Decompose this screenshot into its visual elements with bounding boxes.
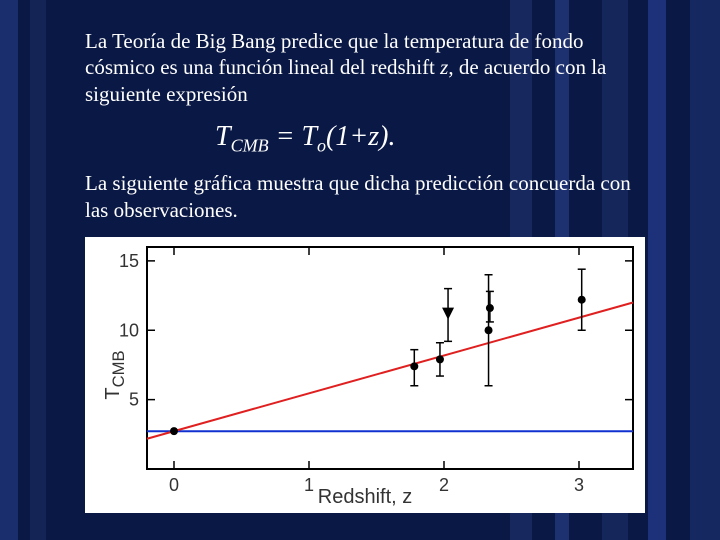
svg-text:3: 3: [574, 475, 584, 495]
svg-text:15: 15: [119, 251, 139, 271]
y-axis-label: TCMB: [102, 350, 129, 399]
svg-text:5: 5: [129, 389, 139, 409]
para2: La siguiente gráfica muestra que dicha p…: [85, 170, 640, 223]
eq-o: o: [317, 135, 326, 155]
eq-eq: = T: [269, 121, 317, 152]
svg-text:1: 1: [304, 475, 314, 495]
x-axis-label: Redshift, z: [318, 486, 412, 509]
slide-content: La Teoría de Big Bang predice que la tem…: [0, 0, 720, 523]
chart-container: 0 1 2 3 5 10 15 TCMB Redshift, z: [85, 237, 645, 513]
svg-text:10: 10: [119, 320, 139, 340]
intro-paragraph: La Teoría de Big Bang predice que la tem…: [85, 28, 640, 107]
equation: TCMB = To(1+z).: [215, 121, 640, 157]
eq-rest: (1+z).: [326, 121, 395, 152]
eq-T: T: [215, 121, 231, 152]
eq-cmb: CMB: [231, 135, 269, 155]
svg-text:2: 2: [439, 475, 449, 495]
svg-text:0: 0: [169, 475, 179, 495]
tcmb-redshift-chart: 0 1 2 3 5 10 15: [85, 237, 645, 513]
